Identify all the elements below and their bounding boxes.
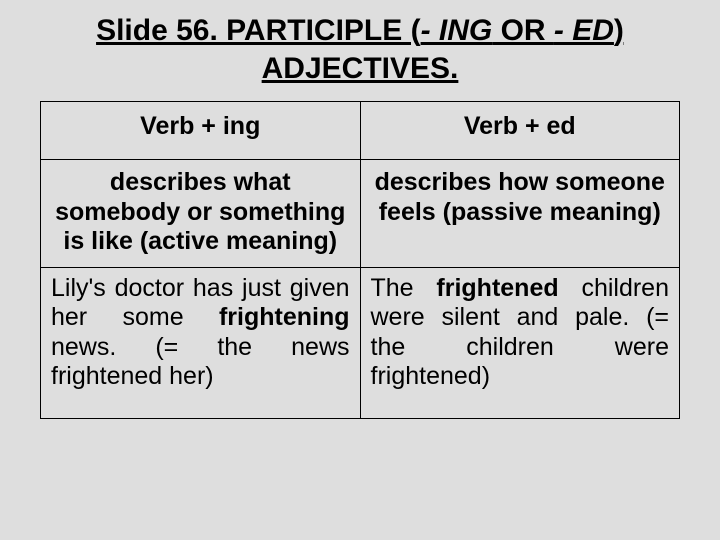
table-row: Verb + ing Verb + ed (41, 102, 680, 160)
col2-header: Verb + ed (360, 102, 680, 160)
col1-example: Lily's doctor has just given her some fr… (41, 267, 361, 418)
col2-description: describes how someone feels (passive mea… (360, 160, 680, 268)
content-table: Verb + ing Verb + ed describes what some… (40, 101, 680, 419)
slide: Slide 56. PARTICIPLE (- ING OR - ED) ADJ… (0, 0, 720, 540)
slide-title: Slide 56. PARTICIPLE (- ING OR - ED) ADJ… (40, 12, 680, 87)
col1-header: Verb + ing (41, 102, 361, 160)
table-row: describes what somebody or something is … (41, 160, 680, 268)
col2-example: The frightened children were silent and … (360, 267, 680, 418)
col1-description: describes what somebody or something is … (41, 160, 361, 268)
table-row: Lily's doctor has just given her some fr… (41, 267, 680, 418)
